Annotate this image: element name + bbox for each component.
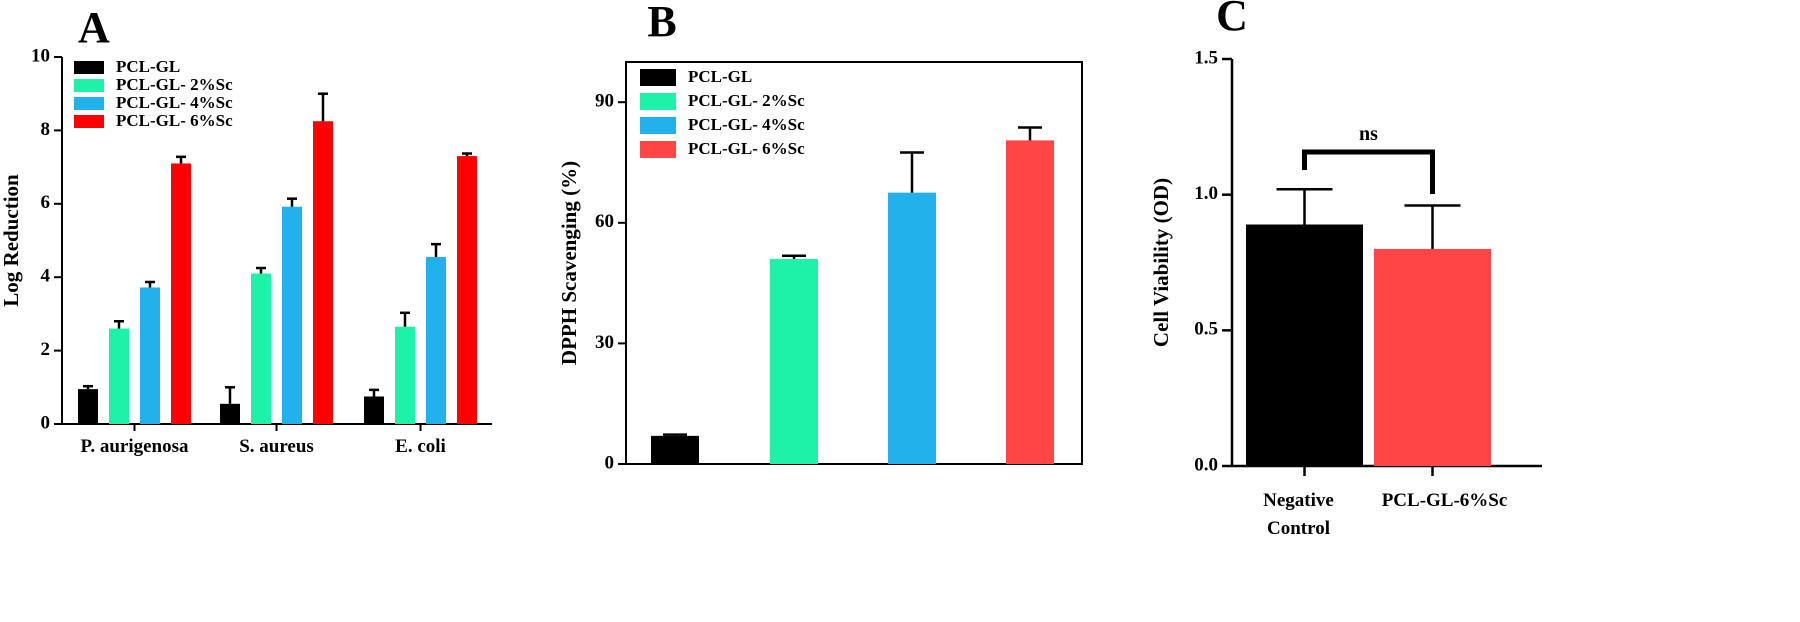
panel-a-y-title: Log Reduction [0,174,23,307]
panel-c-bar [1374,248,1491,466]
panel-a-legend-swatch [74,61,104,74]
panel-a-letter: A [78,3,110,52]
panel-b-y-tick-label: 90 [595,91,614,112]
panel-a-bar [282,206,302,424]
panel-b-legend-label: PCL-GL [688,67,752,86]
panel-c-chart: C 0.0 0.5 1.0 1.5 Cell Viability (OD) Negative… [1149,0,1542,539]
panel-b-y-tick-label: 0 [605,452,615,473]
panel-a-bar [251,273,271,424]
panel-c-significance-label: ns [1359,123,1378,145]
panel-b-frame [625,61,1083,465]
panel-b-legend-label: PCL-GL- 6%Sc [688,139,805,158]
panel-a-y-tick-label: 0 [41,412,51,433]
panel-b-legend-swatch [640,93,676,110]
panel-a-bar [171,163,191,424]
panel-a-y-tick-label: 10 [31,45,50,66]
panel-a-legend-swatch [74,79,104,92]
panel-a-bar [313,121,333,424]
panel-c-y-tick-label: 0.5 [1194,319,1218,340]
panel-c-y-tick-label: 1.0 [1194,183,1218,204]
panel-a-bar [78,389,98,424]
panel-a-legend-swatch [74,115,104,128]
panel-a-y-tick-label: 6 [41,192,51,213]
panel-c-y-tick-label: 0.0 [1194,454,1218,475]
panel-a-legend-label: PCL-GL [116,57,180,76]
panel-a-bar [140,287,160,424]
panel-b-chart: B 0 30 60 90 DPPH Scavenging (%) PCL-GL PCL-GL-… [557,0,1083,473]
panel-b-bar [1006,140,1054,464]
panel-a-y-tick-label: 2 [41,339,51,360]
panel-b-legend-swatch [640,69,676,86]
panel-b-y-title: DPPH Scavenging (%) [557,161,581,365]
panel-c-y-tick-label: 1.5 [1194,47,1218,68]
panel-a-x-tick-label: P. aurigenosa [80,436,189,457]
panel-b-legend-label: PCL-GL- 2%Sc [688,91,805,110]
panel-a-y-tick-label: 8 [41,119,51,140]
panel-c-x-tick-label: Negative [1263,490,1334,511]
panel-b-y-tick-label: 60 [595,211,614,232]
panel-a-x-tick-label: E. coli [395,436,446,457]
panel-b-bar [888,192,936,464]
panel-a-bar [220,403,240,424]
panel-a-bar [109,328,129,424]
panel-c-bar [1246,224,1363,466]
panel-a-legend-label: PCL-GL- 4%Sc [116,93,233,112]
panel-a-x-tick-label: S. aureus [239,436,314,457]
panel-a-bar [395,326,415,424]
panel-a-legend-label: PCL-GL- 2%Sc [116,75,233,94]
panel-c-significance-bracket [1302,149,1435,194]
panel-c-letter: C [1216,0,1248,40]
panel-a-chart: A 0 2 4 6 8 10 Log Reduction P. aurigenosa S. aur… [0,3,492,457]
panel-b-bar [651,435,699,464]
panel-a-bar [364,396,384,424]
panel-a-y-tick-label: 4 [41,266,51,287]
panel-b-legend-swatch [640,141,676,158]
panel-a-legend-swatch [74,97,104,110]
panel-c-x-tick-label: Control [1267,518,1330,539]
panel-c-y-title: Cell Viability (OD) [1149,178,1173,347]
panel-a-legend-label: PCL-GL- 6%Sc [116,111,233,130]
panel-b-legend-label: PCL-GL- 4%Sc [688,115,805,134]
panel-b-y-tick-label: 30 [595,332,614,353]
panel-c-x-tick-label: PCL-GL-6%Sc [1382,490,1508,511]
panel-a-bar [426,257,446,424]
panel-b-letter: B [647,0,676,46]
panel-b-bar [770,258,818,464]
panel-b-legend-swatch [640,117,676,134]
panel-a-bar [457,156,477,424]
